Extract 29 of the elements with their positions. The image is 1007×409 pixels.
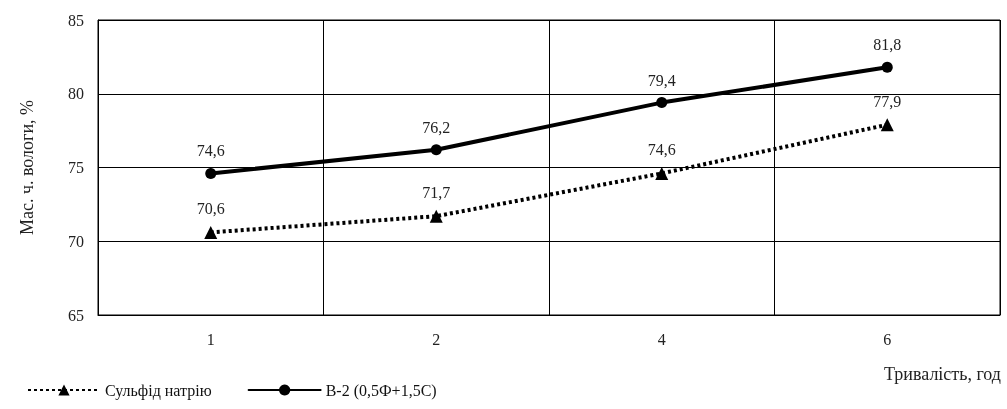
y-tick-label: 70 bbox=[68, 232, 84, 250]
y-axis-title: Мас. ч. вологи, % bbox=[17, 99, 37, 236]
x-tick-label: 4 bbox=[657, 330, 666, 348]
data-label: 70,6 bbox=[196, 200, 225, 218]
data-label: 76,2 bbox=[422, 118, 451, 136]
point bbox=[205, 167, 217, 179]
point bbox=[429, 209, 443, 223]
data-label: 79,4 bbox=[647, 71, 676, 89]
point bbox=[881, 61, 893, 73]
legend-label: Сульфід натрію bbox=[105, 381, 212, 400]
x-tick-label: 6 bbox=[883, 330, 892, 348]
y-tick-label: 80 bbox=[68, 85, 84, 103]
data-label: 74,6 bbox=[647, 141, 676, 159]
point bbox=[430, 144, 442, 156]
y-tick-label: 75 bbox=[68, 159, 84, 176]
x-tick-label: 2 bbox=[432, 330, 441, 348]
data-label: 71,7 bbox=[422, 184, 451, 202]
data-label: 74,6 bbox=[196, 142, 225, 160]
x-axis-title: Тривалість, год bbox=[884, 364, 1002, 384]
data-label: 81,8 bbox=[873, 36, 902, 54]
y-tick-label: 85 bbox=[68, 11, 84, 29]
point bbox=[204, 225, 218, 239]
point bbox=[655, 166, 669, 180]
y-tick-label: 65 bbox=[68, 306, 84, 324]
data-label: 77,9 bbox=[873, 92, 902, 110]
point bbox=[880, 118, 894, 132]
x-tick-label: 1 bbox=[206, 330, 215, 348]
legend-label: B-2 (0,5Ф+1,5С) bbox=[325, 381, 437, 400]
point bbox=[656, 97, 668, 109]
